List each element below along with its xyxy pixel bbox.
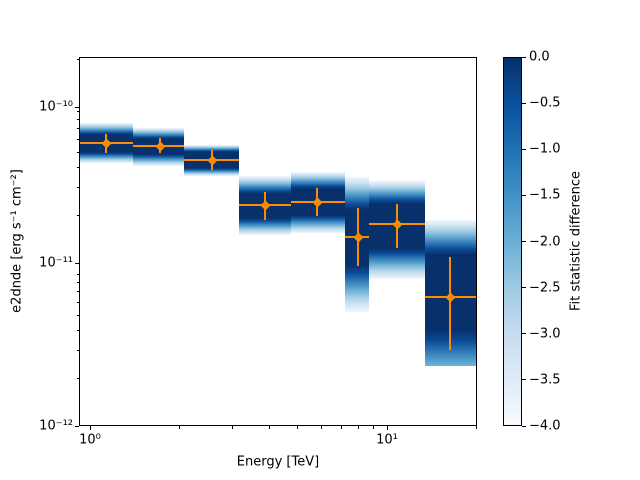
y-tick-label: 10⁻¹¹ — [39, 255, 73, 271]
y-tick-label: 10⁻¹² — [39, 418, 73, 434]
colorbar-tick — [522, 148, 526, 150]
flux-point-yerr-bar — [448, 257, 452, 350]
y-minor-tick — [76, 127, 79, 129]
x-minor-tick — [320, 426, 322, 429]
y-minor-tick — [76, 329, 79, 331]
y-minor-tick — [76, 314, 79, 316]
colorbar-tick — [522, 333, 526, 335]
y-minor-tick — [76, 118, 79, 120]
x-tick-label: 10⁰ — [79, 432, 101, 448]
y-tick-label: 10⁻¹⁰ — [39, 99, 73, 115]
y-minor-tick — [76, 110, 79, 112]
colorbar-tick — [522, 102, 526, 104]
colorbar-tick-label: −2.0 — [529, 234, 561, 249]
colorbar-tick-label: 0.0 — [529, 49, 550, 65]
y-axis-label: e2dnde [erg s⁻¹ cm⁻²] — [9, 169, 25, 313]
y-major-tick — [75, 262, 79, 264]
y-minor-tick — [76, 166, 79, 168]
colorbar-tick — [522, 194, 526, 196]
x-minor-tick — [475, 426, 477, 429]
colorbar-tick — [522, 379, 526, 381]
colorbar-tick — [522, 241, 526, 242]
colorbar-label: Fit statistic difference — [568, 171, 584, 311]
x-major-tick — [89, 426, 91, 430]
y-major-tick — [75, 425, 79, 427]
colorbar — [503, 57, 522, 426]
x-axis-label: Energy [TeV] — [236, 454, 320, 470]
y-minor-tick — [76, 290, 79, 292]
y-minor-tick — [76, 58, 79, 60]
x-tick-label: 10¹ — [376, 432, 398, 448]
y-minor-tick — [76, 214, 79, 216]
colorbar-tick — [522, 287, 526, 289]
y-minor-tick — [76, 186, 79, 188]
x-minor-tick — [372, 426, 374, 429]
colorbar-tick — [522, 56, 526, 58]
y-minor-tick — [76, 281, 79, 283]
y-minor-tick — [76, 273, 79, 275]
x-minor-tick — [357, 426, 359, 429]
colorbar-tick-label: −3.0 — [529, 326, 561, 342]
x-minor-tick — [268, 426, 270, 429]
y-minor-tick — [76, 151, 79, 153]
y-minor-tick — [76, 377, 79, 379]
x-major-tick — [386, 426, 388, 430]
y-minor-tick — [76, 349, 79, 351]
x-minor-tick — [340, 426, 342, 429]
x-minor-tick — [178, 426, 180, 429]
colorbar-tick-label: −4.0 — [529, 418, 561, 434]
y-major-tick — [75, 106, 79, 108]
colorbar-tick-label: −0.5 — [529, 95, 561, 111]
colorbar-tick-label: −2.5 — [529, 280, 561, 296]
colorbar-tick-label: −1.0 — [529, 141, 561, 157]
y-minor-tick — [76, 301, 79, 303]
plot-area — [79, 57, 477, 426]
y-minor-tick — [76, 138, 79, 140]
colorbar-tick — [522, 425, 526, 427]
x-minor-tick — [296, 426, 298, 429]
x-minor-tick — [231, 426, 233, 429]
colorbar-tick-label: −3.5 — [529, 372, 561, 388]
colorbar-tick-label: −1.5 — [529, 187, 561, 203]
